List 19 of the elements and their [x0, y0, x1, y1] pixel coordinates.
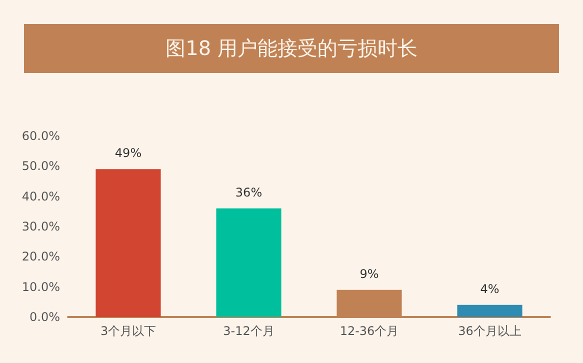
x-tick-label: 36个月以上 [458, 324, 522, 338]
data-label: 9% [360, 266, 379, 281]
y-tick-label: 30.0% [22, 220, 60, 234]
data-label: 4% [480, 282, 500, 296]
y-tick-label: 60.0% [22, 129, 60, 143]
data-label: 49% [114, 146, 142, 160]
x-tick-label: 3-12个月 [223, 324, 274, 338]
bar [96, 169, 161, 317]
x-tick-label: 12-36个月 [340, 324, 399, 338]
y-tick-label: 10.0% [22, 280, 60, 294]
chart-title: 图18 用户能接受的亏损时长 [24, 24, 559, 73]
y-tick-label: 20.0% [22, 250, 60, 264]
y-tick-label: 40.0% [22, 189, 60, 204]
bar [216, 208, 282, 317]
y-tick-label: 0.0% [30, 310, 60, 324]
y-tick-label: 50.0% [22, 159, 60, 174]
x-tick-label: 3个月以下 [100, 324, 156, 338]
bar [457, 304, 522, 317]
data-label: 36% [235, 185, 262, 200]
